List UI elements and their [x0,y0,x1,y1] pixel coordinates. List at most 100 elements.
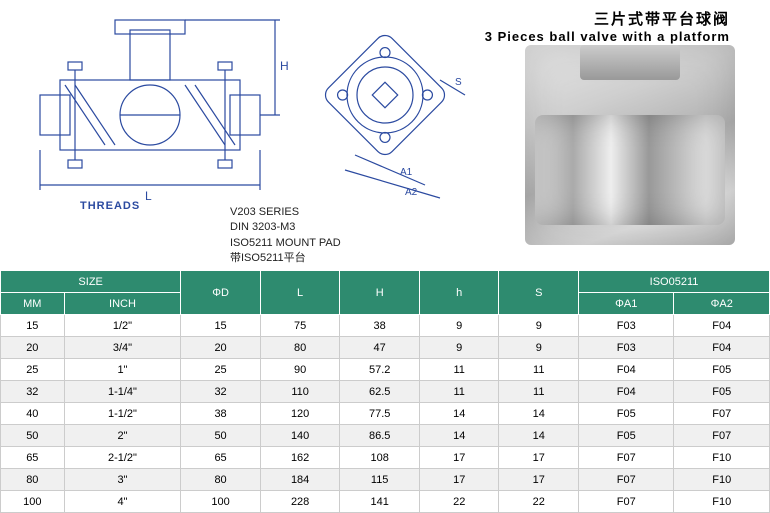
table-cell: 3/4" [64,337,181,359]
table-cell: 4" [64,491,181,513]
table-cell: 38 [340,315,420,337]
table-cell: 80 [181,469,261,491]
table-cell: 25 [181,359,261,381]
table-cell: 65 [181,447,261,469]
table-row: 321-1/4"3211062.51111F04F05 [1,381,770,403]
table-cell: 57.2 [340,359,420,381]
cross-section-diagram: L H [20,10,290,210]
table-cell: 38 [181,403,261,425]
table-cell: 65 [1,447,65,469]
table-cell: 14 [419,425,499,447]
table-cell: 75 [260,315,340,337]
product-title: 三片式带平台球阀 3 Pieces ball valve with a plat… [485,8,730,44]
table-cell: 2" [64,425,181,447]
table-row: 151/2"15753899F03F04 [1,315,770,337]
table-cell: F07 [579,469,674,491]
table-cell: F04 [674,337,770,359]
svg-text:A2: A2 [405,187,418,198]
table-cell: 32 [181,381,261,403]
table-cell: 11 [499,381,579,403]
table-cell: F05 [579,403,674,425]
table-cell: 22 [499,491,579,513]
table-cell: 40 [1,403,65,425]
col-h-upper: H [340,271,420,315]
table-cell: 3" [64,469,181,491]
table-cell: 15 [181,315,261,337]
table-cell: 11 [419,381,499,403]
title-chinese: 三片式带平台球阀 [485,8,730,29]
table-body: 151/2"15753899F03F04203/4"20804799F03F04… [1,315,770,513]
table-cell: 15 [1,315,65,337]
table-cell: 32 [1,381,65,403]
table-cell: F03 [579,315,674,337]
table-cell: F07 [674,403,770,425]
series-line: 带ISO5211平台 [230,251,341,266]
table-cell: 1-1/4" [64,381,181,403]
product-photo [525,45,735,245]
table-cell: F03 [579,337,674,359]
table-cell: 2-1/2" [64,447,181,469]
table-cell: 1-1/2" [64,403,181,425]
col-phi-d: ΦD [181,271,261,315]
table-cell: F10 [674,469,770,491]
col-inch: INCH [64,293,181,315]
spec-table: SIZE ΦD L H h S ISO05211 MM INCH ΦA1 ΦA2… [0,270,770,513]
table-row: 1004"1002281412222F07F10 [1,491,770,513]
table-row: 502"5014086.51414F05F07 [1,425,770,447]
col-h-lower: h [419,271,499,315]
table-cell: 1" [64,359,181,381]
table-cell: 115 [340,469,420,491]
table-cell: 47 [340,337,420,359]
col-l: L [260,271,340,315]
table-cell: 100 [181,491,261,513]
table-cell: 50 [181,425,261,447]
svg-text:A1: A1 [400,167,413,178]
table-cell: 86.5 [340,425,420,447]
series-line: DIN 3203-M3 [230,220,341,235]
svg-text:S: S [455,77,462,88]
table-row: 401-1/2"3812077.51414F05F07 [1,403,770,425]
table-cell: F07 [579,491,674,513]
table-cell: 1/2" [64,315,181,337]
table-cell: F07 [674,425,770,447]
table-cell: 140 [260,425,340,447]
table-cell: F04 [674,315,770,337]
table-cell: F04 [579,359,674,381]
table-cell: 14 [499,403,579,425]
svg-text:L: L [145,189,152,203]
table-row: 251"259057.21111F04F05 [1,359,770,381]
table-cell: F10 [674,491,770,513]
col-mm: MM [1,293,65,315]
upper-diagrams-area: 三片式带平台球阀 3 Pieces ball valve with a plat… [0,0,770,270]
table-cell: 9 [419,337,499,359]
table-row: 803"801841151717F07F10 [1,469,770,491]
table-row: 652-1/2"651621081717F07F10 [1,447,770,469]
table-cell: 228 [260,491,340,513]
table-cell: 20 [181,337,261,359]
table-cell: 17 [419,469,499,491]
mount-pad-diagram: A1 A2 S [310,30,480,200]
series-info: V203 SERIES DIN 3203-M3 ISO5211 MOUNT PA… [230,205,341,267]
table-cell: F07 [579,447,674,469]
table-cell: 11 [499,359,579,381]
col-group-size: SIZE [1,271,181,293]
table-cell: 9 [419,315,499,337]
table-cell: F04 [579,381,674,403]
table-cell: 162 [260,447,340,469]
table-cell: 22 [419,491,499,513]
svg-text:H: H [280,59,289,73]
table-cell: 184 [260,469,340,491]
col-s: S [499,271,579,315]
table-row: 203/4"20804799F03F04 [1,337,770,359]
table-cell: 50 [1,425,65,447]
table-cell: 9 [499,315,579,337]
table-cell: F10 [674,447,770,469]
table-cell: 11 [419,359,499,381]
col-phi-a1: ΦA1 [579,293,674,315]
table-cell: 62.5 [340,381,420,403]
threads-label: THREADS [80,200,140,212]
series-line: ISO5211 MOUNT PAD [230,236,341,251]
table-header: SIZE ΦD L H h S ISO05211 MM INCH ΦA1 ΦA2 [1,271,770,315]
table-cell: 80 [260,337,340,359]
table-cell: F05 [579,425,674,447]
